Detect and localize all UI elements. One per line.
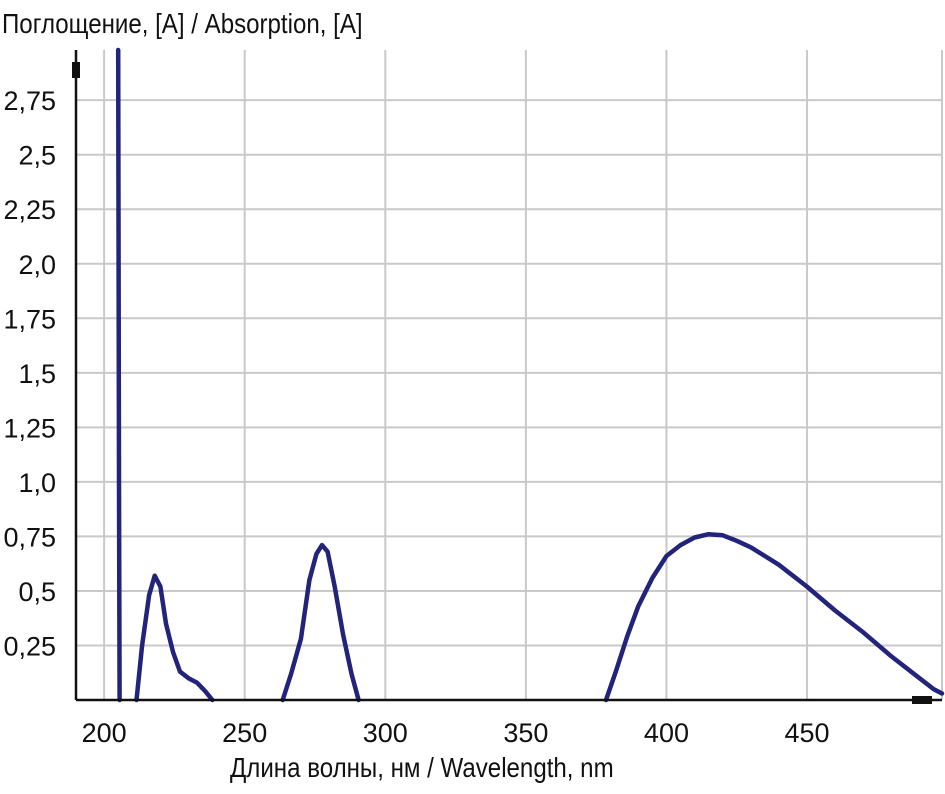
x-tick-label: 350 bbox=[503, 718, 548, 748]
y-tick-label: 1,0 bbox=[18, 468, 56, 498]
x-tick-label: 250 bbox=[222, 718, 267, 748]
x-tick-label: 400 bbox=[644, 718, 689, 748]
y-tick-label: 2,5 bbox=[18, 141, 56, 171]
y-tick-label: 1,75 bbox=[3, 304, 56, 334]
y-tick-labels: 0,25 0,5 0,75 1,0 1,25 1,5 1,75 2,0 2,25 2,5 2,75 bbox=[3, 86, 56, 661]
y-tick-label: 1,5 bbox=[18, 359, 56, 389]
y-tick-label: 2,0 bbox=[18, 250, 56, 280]
x-axis-title: Длина волны, нм / Wavelength, nm bbox=[230, 752, 614, 783]
series-layer bbox=[115, 47, 945, 703]
y-tick-label: 0,25 bbox=[3, 631, 56, 661]
y-tick-label: 0,5 bbox=[18, 577, 56, 607]
y-axis-end-marker bbox=[72, 62, 80, 78]
spectrum-segment bbox=[134, 573, 215, 703]
grid-lines bbox=[76, 50, 943, 700]
y-axis-title: Поглощение, [A] / Absorption, [A] bbox=[2, 8, 363, 39]
y-tick-label: 2,75 bbox=[3, 86, 56, 116]
y-tick-label: 2,25 bbox=[3, 195, 56, 225]
spectrum-segment bbox=[115, 47, 122, 703]
y-tick-label: 1,25 bbox=[3, 413, 56, 443]
x-tick-label: 200 bbox=[82, 718, 127, 748]
x-tick-labels: 200 250 300 350 400 450 bbox=[82, 718, 830, 748]
spectrum-segment bbox=[603, 531, 945, 703]
y-tick-label: 0,75 bbox=[3, 522, 56, 552]
x-axis-end-marker bbox=[912, 696, 932, 704]
axes bbox=[72, 50, 942, 704]
x-tick-label: 450 bbox=[785, 718, 830, 748]
x-tick-label: 300 bbox=[363, 718, 408, 748]
spectrum-segment bbox=[280, 542, 361, 703]
